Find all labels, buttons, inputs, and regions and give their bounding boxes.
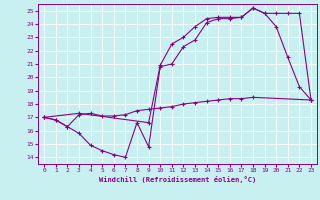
X-axis label: Windchill (Refroidissement éolien,°C): Windchill (Refroidissement éolien,°C) [99, 176, 256, 183]
